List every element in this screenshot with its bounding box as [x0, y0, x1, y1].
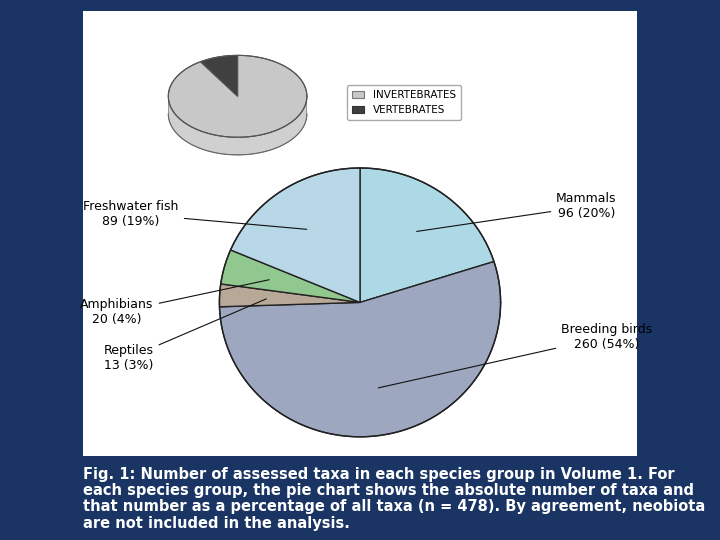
- Text: Reptiles
13 (3%): Reptiles 13 (3%): [104, 299, 266, 372]
- Polygon shape: [221, 250, 360, 302]
- Polygon shape: [360, 168, 494, 302]
- Polygon shape: [220, 284, 360, 307]
- Text: Amphibians
20 (4%): Amphibians 20 (4%): [81, 280, 269, 326]
- Polygon shape: [168, 99, 307, 155]
- Polygon shape: [220, 261, 500, 437]
- Text: that number as a percentage of all taxa (n = 478). By agreement, neobiota: that number as a percentage of all taxa …: [83, 500, 705, 515]
- Polygon shape: [230, 168, 360, 302]
- Text: are not included in the analysis.: are not included in the analysis.: [83, 516, 350, 531]
- Text: Breeding birds
260 (54%): Breeding birds 260 (54%): [378, 323, 652, 388]
- Text: each species group, the pie chart shows the absolute number of taxa and: each species group, the pie chart shows …: [83, 483, 694, 498]
- Polygon shape: [168, 56, 307, 137]
- Polygon shape: [200, 56, 238, 96]
- Text: Mammals
96 (20%): Mammals 96 (20%): [417, 192, 617, 232]
- Text: Freshwater fish
89 (19%): Freshwater fish 89 (19%): [84, 200, 307, 230]
- Text: Fig. 1: Number of assessed taxa in each species group in Volume 1. For: Fig. 1: Number of assessed taxa in each …: [83, 467, 675, 482]
- Legend: INVERTEBRATES, VERTEBRATES: INVERTEBRATES, VERTEBRATES: [347, 85, 461, 120]
